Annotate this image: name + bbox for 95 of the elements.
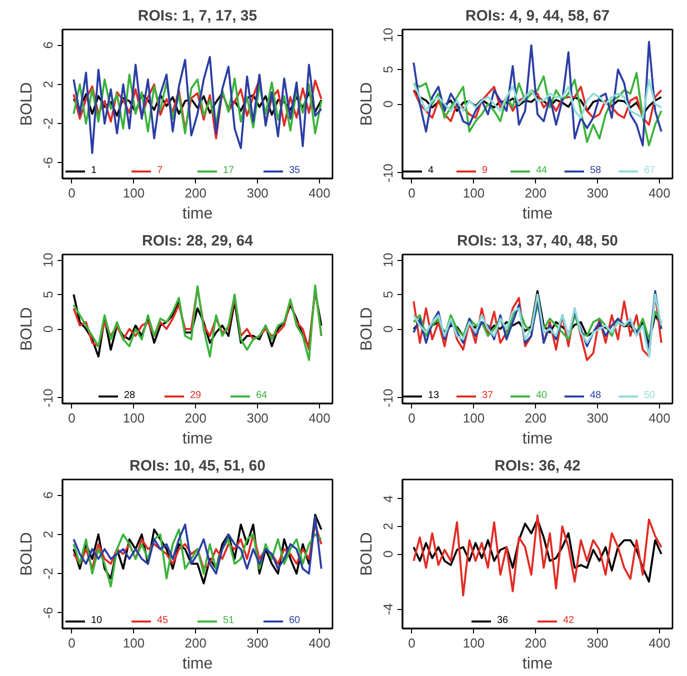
y-tick-label: 0: [380, 550, 396, 558]
y-tick-label: 2: [40, 530, 56, 538]
x-tick-label: 0: [408, 410, 416, 426]
y-axis-title: BOLD: [18, 307, 36, 351]
x-tick-label: 300: [246, 410, 268, 426]
x-tick-label: 400: [308, 186, 330, 200]
chart-title: ROIs: 4, 9, 44, 58, 67: [465, 8, 610, 24]
y-tick-label: 0: [380, 100, 396, 108]
x-tick-label: 300: [586, 186, 608, 200]
legend-label: 42: [563, 615, 576, 626]
legend-label: 13: [428, 390, 440, 401]
chart-title: ROIs: 1, 7, 17, 35: [138, 8, 258, 24]
y-tick-label: 0: [380, 325, 396, 333]
legend-label: 29: [190, 390, 202, 401]
x-tick-label: 100: [462, 186, 485, 200]
legend-label: 45: [157, 615, 170, 626]
x-tick-label: 300: [246, 636, 268, 650]
x-tick-label: 0: [408, 186, 416, 200]
legend-label: 50: [644, 390, 656, 401]
x-axis-title: time: [522, 206, 553, 222]
y-tick-label: 5: [380, 66, 396, 74]
x-tick-label: 100: [122, 636, 145, 650]
y-tick-label: 0: [40, 325, 56, 333]
x-tick-label: 300: [586, 410, 608, 426]
y-axis-title: BOLD: [18, 532, 36, 576]
x-tick-label: 200: [184, 410, 206, 426]
x-tick-label: 400: [648, 410, 670, 426]
chart-title: ROIs: 13, 37, 40, 48, 50: [457, 232, 618, 250]
legend-label: 67: [644, 165, 656, 176]
y-tick-label: 6: [40, 492, 56, 499]
x-axis-title: time: [182, 206, 213, 222]
y-tick-label: 2: [380, 522, 396, 530]
x-tick-label: 400: [308, 410, 330, 426]
chart-title: ROIs: 28, 29, 64: [142, 232, 254, 250]
x-tick-label: 300: [246, 186, 268, 200]
y-axis-title: BOLD: [358, 82, 376, 126]
legend-label: 64: [256, 390, 268, 401]
x-tick-label: 200: [524, 636, 546, 650]
y-tick-label: 5: [40, 290, 56, 298]
chart-title: ROIs: 10, 45, 51, 60: [130, 458, 266, 474]
y-axis-title: BOLD: [358, 307, 376, 351]
x-tick-label: 400: [648, 636, 670, 650]
x-tick-label: 200: [184, 636, 206, 650]
legend-label: 35: [289, 165, 302, 176]
x-tick-label: 400: [648, 186, 670, 200]
legend-label: 51: [223, 615, 236, 626]
legend-label: 9: [482, 165, 489, 176]
x-tick-label: 200: [524, 410, 546, 426]
x-axis-title: time: [522, 656, 553, 672]
x-tick-label: 100: [462, 410, 485, 426]
x-tick-label: 0: [68, 410, 76, 426]
x-axis-title: time: [182, 430, 213, 448]
legend-label: 10: [91, 615, 104, 626]
y-tick-label: -2: [40, 118, 56, 130]
x-tick-label: 100: [122, 186, 145, 200]
y-tick-label: -2: [40, 568, 56, 580]
x-tick-label: 100: [122, 410, 145, 426]
chart-title: ROIs: 36, 42: [494, 458, 580, 474]
y-tick-label: -10: [380, 164, 396, 182]
legend-label: 44: [536, 165, 548, 176]
legend-label: 40: [536, 390, 548, 401]
legend-label: 4: [428, 165, 435, 176]
y-tick-label: -10: [40, 388, 56, 408]
x-tick-label: 0: [408, 636, 416, 650]
y-tick-label: -6: [40, 157, 56, 169]
y-tick-label: 5: [380, 290, 396, 298]
x-tick-label: 200: [184, 186, 206, 200]
x-axis-title: time: [522, 430, 553, 448]
x-tick-label: 400: [308, 636, 330, 650]
legend-label: 1: [91, 165, 98, 176]
y-tick-label: 6: [40, 42, 56, 49]
legend-label: 60: [289, 615, 302, 626]
y-tick-label: -4: [380, 603, 396, 615]
legend-label: 17: [223, 165, 236, 176]
x-axis-title: time: [182, 656, 213, 672]
y-tick-label: 10: [380, 28, 396, 42]
y-tick-label: 4: [380, 495, 396, 502]
legend-label: 36: [497, 615, 510, 626]
y-tick-label: 2: [40, 80, 56, 88]
legend-label: 48: [590, 390, 602, 401]
x-tick-label: 300: [586, 636, 608, 650]
x-tick-label: 0: [68, 636, 76, 650]
legend-label: 7: [157, 165, 164, 176]
x-tick-label: 100: [462, 636, 485, 650]
y-tick-label: 10: [40, 252, 56, 268]
legend-label: 28: [124, 390, 136, 401]
x-tick-label: 200: [524, 186, 546, 200]
y-tick-label: -10: [380, 388, 396, 408]
y-tick-label: 10: [380, 252, 396, 268]
y-tick-label: -6: [40, 607, 56, 619]
legend-label: 37: [482, 390, 494, 401]
x-tick-label: 0: [68, 186, 76, 200]
legend-label: 58: [590, 165, 602, 176]
y-axis-title: BOLD: [18, 82, 36, 126]
y-axis-title: BOLD: [358, 532, 376, 576]
